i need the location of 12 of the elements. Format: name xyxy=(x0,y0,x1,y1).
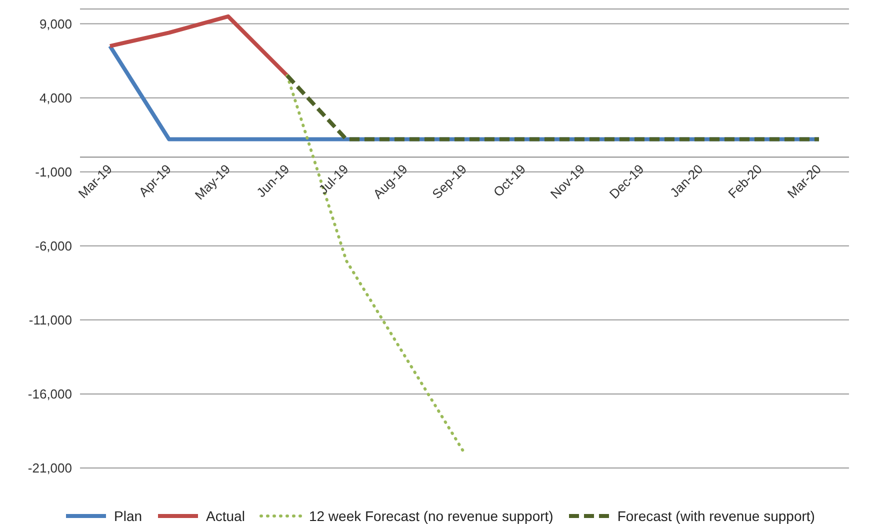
y-tick-label: -11,000 xyxy=(28,312,72,328)
y-tick-label: -6,000 xyxy=(35,238,72,254)
y-tick-label: 4,000 xyxy=(39,90,72,106)
y-tick-label: -21,000 xyxy=(28,460,72,476)
legend-label: 12 week Forecast (no revenue support) xyxy=(308,508,554,524)
legend-label: Forecast (with revenue support) xyxy=(617,508,815,524)
y-tick-label: -16,000 xyxy=(28,386,72,402)
legend-label: Actual xyxy=(206,508,245,524)
y-tick-label: -1,000 xyxy=(35,164,72,180)
y-tick-label: 9,000 xyxy=(39,16,72,32)
legend-label: Plan xyxy=(114,508,142,524)
line-series xyxy=(108,14,290,78)
